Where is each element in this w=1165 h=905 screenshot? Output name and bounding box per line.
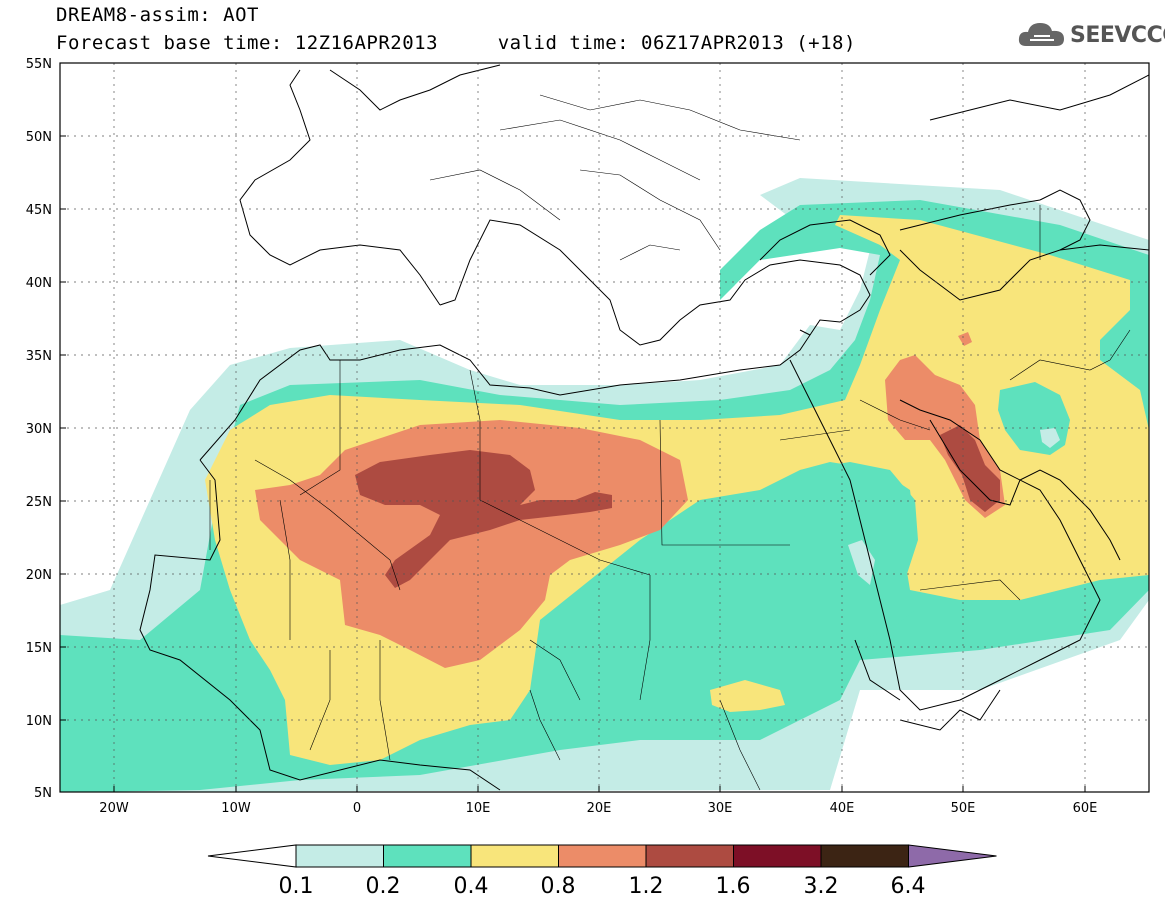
colorbar-max-arrow (908, 844, 997, 868)
seevccc-logo: SEEVCCC (1018, 20, 1165, 50)
latitude-labels: 55N 50N 45N 40N 35N 30N 25N 20N 15N 10N … (26, 57, 52, 801)
lat-label: 55N (26, 57, 52, 72)
lon-label: 20E (587, 801, 612, 816)
colorbar-swatch (295, 844, 384, 868)
black-sea (735, 255, 860, 310)
lon-label: 10W (221, 801, 251, 816)
aot-patch-sudan (710, 680, 785, 712)
aot-field (60, 178, 1149, 792)
lon-label: 60E (1073, 801, 1098, 816)
aot-patch-iran-light (1040, 428, 1060, 448)
graticule (60, 63, 1149, 792)
colorbar-label: 6.4 (891, 874, 926, 899)
colorbar-label: 3.2 (804, 874, 839, 899)
colorbar-swatch (558, 844, 647, 868)
colorbar-swatch (733, 844, 822, 868)
longitude-labels: 20W 10W 0 10E 20E 30E 40E 50E 60E (99, 801, 1097, 816)
lon-label: 20W (99, 801, 129, 816)
lat-label: 5N (34, 786, 52, 801)
lat-label: 20N (26, 568, 52, 583)
logo-text: SEEVCCC (1070, 22, 1165, 48)
lat-label: 15N (26, 641, 52, 656)
aot-band-1.2-1.6-gulf (940, 425, 1000, 512)
colorbar-min-arrow (207, 844, 297, 868)
lat-label: 40N (26, 276, 52, 291)
lat-label: 25N (26, 495, 52, 510)
political-borders (209, 94, 1131, 791)
axis-ticks (60, 62, 1086, 793)
colorbar-label: 1.2 (629, 874, 664, 899)
aot-patch-iran-dot (958, 332, 972, 346)
lon-label: 30E (708, 801, 733, 816)
colorbar-swatch (645, 844, 734, 868)
colorbar-label: 0.4 (454, 874, 489, 899)
lat-label: 50N (26, 130, 52, 145)
map-title: DREAM8-assim: AOT (56, 4, 259, 26)
lat-label: 45N (26, 203, 52, 218)
lon-label: 10E (466, 801, 491, 816)
colorbar-labels: 0.1 0.2 0.4 0.8 1.2 1.6 3.2 6.4 (279, 874, 926, 899)
lon-label: 0 (353, 801, 361, 816)
colorbar-swatch (383, 844, 472, 868)
coastlines (139, 64, 1149, 791)
colorbar-swatch (470, 844, 559, 868)
aot-band-1.2-1.6-sahara (355, 450, 612, 588)
colorbar-label: 1.6 (716, 874, 751, 899)
lon-label: 40E (830, 801, 855, 816)
lat-label: 35N (26, 349, 52, 364)
lon-label: 50E (951, 801, 976, 816)
colorbar (207, 844, 997, 868)
colorbar-label: 0.2 (366, 874, 401, 899)
colorbar-swatch (820, 844, 909, 868)
forecast-time-subtitle: Forecast base time: 12Z16APR2013 valid t… (56, 32, 856, 54)
colorbar-label: 0.8 (541, 874, 576, 899)
cloud-icon (1018, 23, 1064, 46)
lat-label: 10N (26, 714, 52, 729)
lat-label: 30N (26, 422, 52, 437)
colorbar-label: 0.1 (279, 874, 314, 899)
